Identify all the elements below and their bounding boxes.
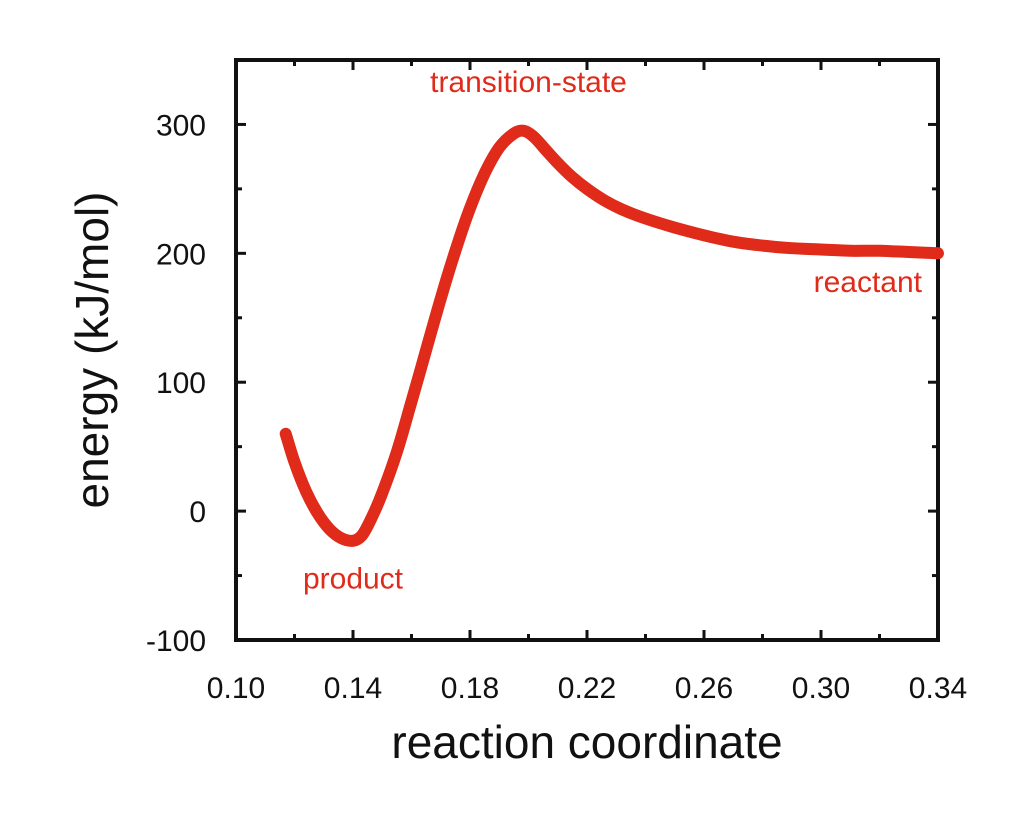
x-tick-label: 0.14 (324, 672, 382, 705)
axis-ticks (234, 60, 940, 642)
x-tick-label: 0.26 (675, 672, 733, 705)
x-tick-labels: 0.10 0.14 0.18 0.22 0.26 0.30 0.34 (207, 672, 967, 705)
energy-curve (279, 124, 944, 547)
y-tick-label: 300 (156, 109, 206, 142)
x-tick-label: 0.30 (792, 672, 850, 705)
annotation-label: product (303, 562, 404, 595)
y-tick-labels: -100 0 100 200 300 (146, 109, 206, 658)
y-tick-label: 200 (156, 238, 206, 271)
x-tick-label: 0.22 (558, 672, 616, 705)
y-tick-label: -100 (146, 625, 206, 658)
y-axis-title: energy (kJ/mol) (66, 192, 118, 509)
annotation-label: reactant (814, 266, 923, 299)
y-tick-label: 100 (156, 367, 206, 400)
x-tick-label: 0.18 (441, 672, 499, 705)
x-axis-title: reaction coordinate (391, 716, 782, 768)
y-tick-label: 0 (189, 496, 206, 529)
curve-annotations: transition-state reactant product (303, 66, 923, 595)
plot-frame (234, 58, 940, 642)
annotation-label: transition-state (430, 66, 627, 99)
x-tick-label: 0.34 (909, 672, 967, 705)
x-tick-label: 0.10 (207, 672, 265, 705)
